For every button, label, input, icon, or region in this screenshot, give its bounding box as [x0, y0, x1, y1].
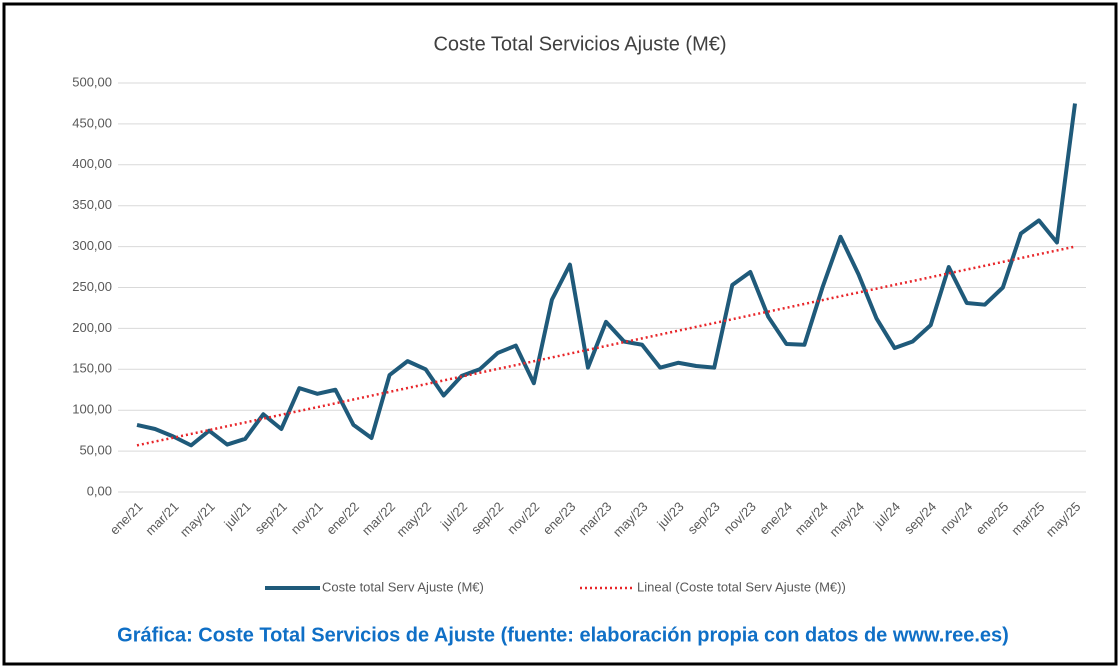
y-tick-label: 150,00	[72, 361, 112, 376]
legend-label: Lineal (Coste total Serv Ajuste (M€))	[637, 579, 846, 594]
y-tick-label: 50,00	[79, 443, 112, 458]
y-tick-label: 200,00	[72, 320, 112, 335]
caption: Gráfica: Coste Total Servicios de Ajuste…	[117, 624, 1009, 646]
y-tick-label: 300,00	[72, 238, 112, 253]
y-tick-label: 450,00	[72, 115, 112, 130]
y-tick-label: 500,00	[72, 74, 112, 89]
y-tick-label: 100,00	[72, 402, 112, 417]
y-tick-label: 350,00	[72, 197, 112, 212]
legend-label: Coste total Serv Ajuste (M€)	[322, 579, 484, 594]
data-line	[136, 103, 1077, 448]
chart-title: Coste Total Servicios Ajuste (M€)	[433, 33, 726, 55]
y-tick-label: 400,00	[72, 156, 112, 171]
y-tick-label: 0,00	[87, 483, 112, 498]
y-tick-label: 250,00	[72, 279, 112, 294]
